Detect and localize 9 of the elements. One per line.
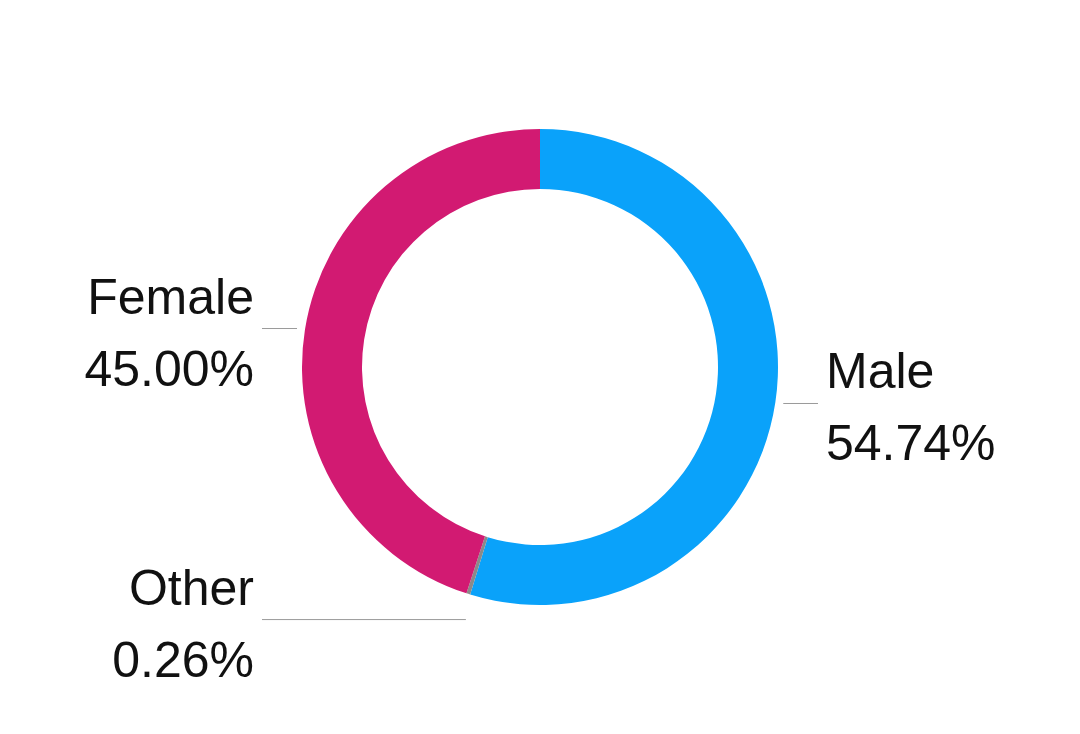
data-label: 45.00%	[84, 340, 254, 397]
data-label: 54.74%	[826, 415, 996, 472]
slice-label: Other	[128, 559, 254, 616]
data-label: 0.26%	[112, 631, 254, 688]
slice-label: Male	[826, 343, 935, 400]
donut-slice	[466, 536, 488, 595]
slice-label: Female	[87, 268, 254, 325]
donut-slice	[302, 129, 540, 594]
donut-slice	[470, 129, 778, 605]
